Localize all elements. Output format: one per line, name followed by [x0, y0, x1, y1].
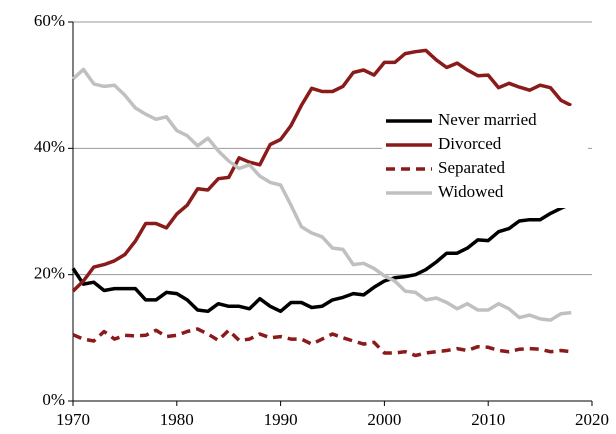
x-tick-label: 1980 [160, 410, 194, 429]
x-tick-label: 2020 [575, 410, 609, 429]
x-tick-label: 1970 [56, 410, 90, 429]
y-tick-label: 40% [34, 137, 65, 156]
legend-label: Divorced [438, 134, 502, 153]
x-tick-label: 2010 [471, 410, 505, 429]
x-tick-label: 1990 [264, 410, 298, 429]
series-line [71, 48, 572, 293]
y-tick-label: 60% [34, 11, 65, 30]
legend-label: Separated [438, 158, 506, 177]
legend-label: Never married [438, 110, 537, 129]
legend-box [382, 106, 588, 208]
series-line [72, 327, 572, 358]
series-line [71, 67, 572, 322]
y-tick-label: 20% [34, 264, 65, 283]
x-tick-label: 2000 [367, 410, 401, 429]
series-line [71, 202, 572, 314]
y-tick-label: 0% [42, 390, 65, 409]
legend-label: Widowed [438, 182, 504, 201]
